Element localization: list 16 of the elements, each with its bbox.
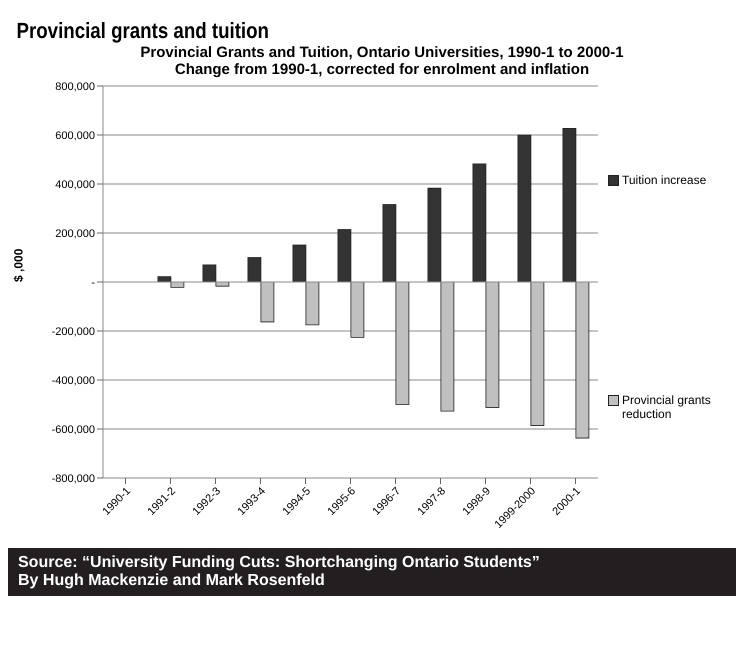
text: By Hugh Mackenzie and Mark Rosenfeld bbox=[18, 572, 326, 590]
legend-label: Tuition increase bbox=[622, 173, 706, 187]
y-tick-label: 200,000 bbox=[55, 228, 95, 240]
y-axis-title: $ ,000 bbox=[11, 248, 26, 282]
y-tick-label: 400,000 bbox=[55, 178, 95, 191]
y-tick-label: 600,000 bbox=[55, 130, 95, 142]
y-tick-label: - bbox=[91, 276, 96, 289]
legend-label: Provincial grants reduction bbox=[622, 393, 712, 421]
y-tick-label: -800,000 bbox=[52, 472, 95, 485]
chart-title: Provincial grants and tuition bbox=[16, 17, 270, 44]
chart-subtitle: Provincial Grants and Tuition, Ontario Universities, 1990-1 to 2000-1 Change from 1990-1, corrected for enrolment and inflation bbox=[139, 44, 625, 78]
source-note: Source: “University Funding Cuts: Shortchanging Ontario Students” bbox=[18, 554, 541, 572]
y-tick-label: -600,000 bbox=[52, 424, 95, 436]
y-tick-label: -400,000 bbox=[52, 374, 95, 387]
y-tick-label: -200,000 bbox=[52, 326, 95, 338]
y-tick-label: 800,000 bbox=[55, 80, 95, 93]
